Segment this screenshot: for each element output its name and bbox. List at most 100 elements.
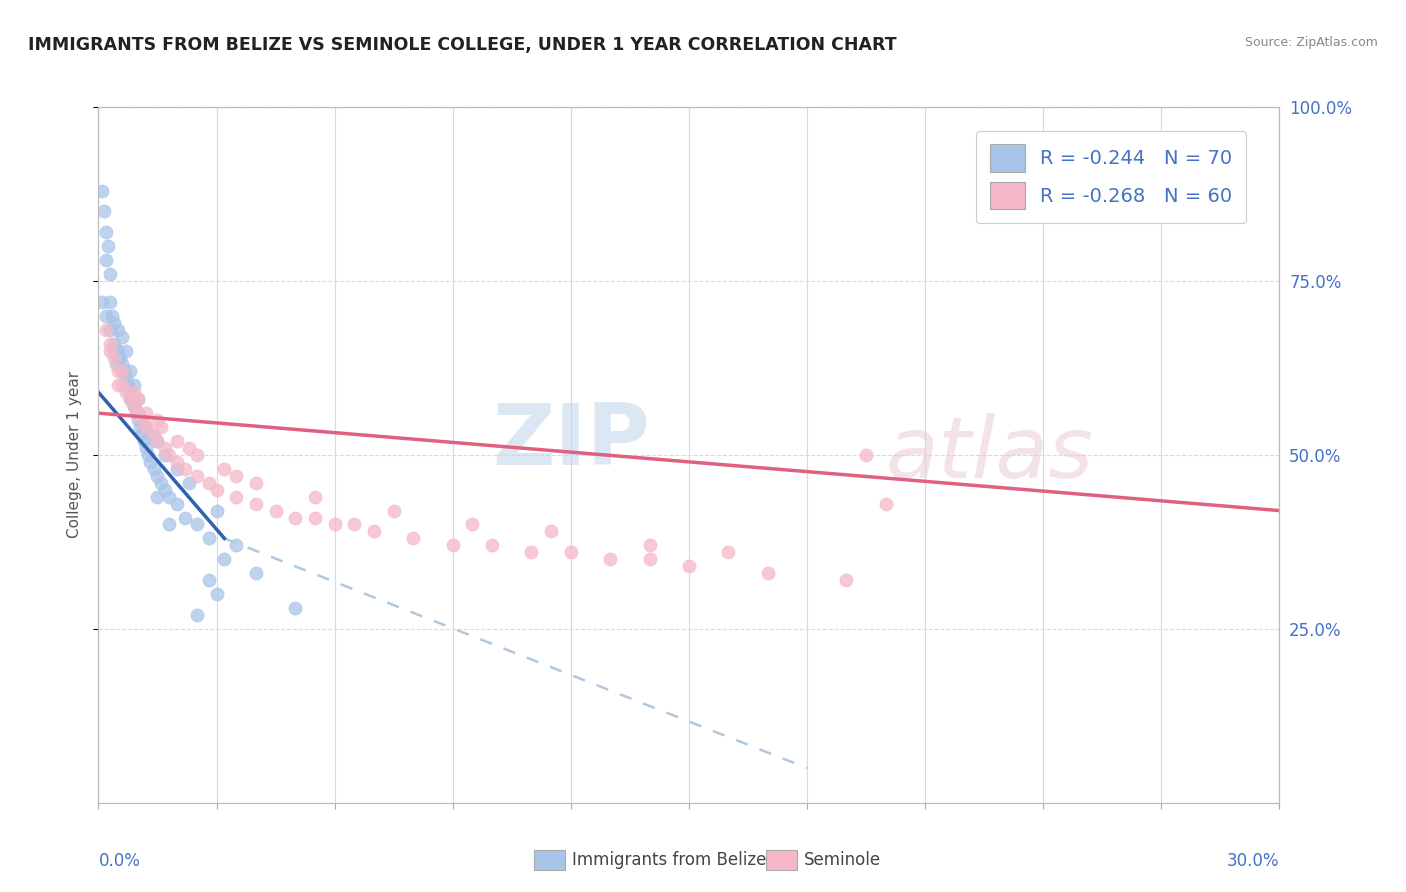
Point [155, 483, 177, 497]
Text: IMMIGRANTS FROM BELIZE VS SEMINOLE COLLEGE, UNDER 1 YEAR CORRELATION CHART: IMMIGRANTS FROM BELIZE VS SEMINOLE COLLE… [28, 36, 897, 54]
Point [127, 406, 149, 420]
Point [132, 434, 155, 448]
Point [103, 351, 125, 365]
Point [174, 462, 197, 476]
Point [118, 392, 141, 407]
Point [304, 510, 326, 524]
Point [214, 462, 236, 476]
Point [264, 503, 287, 517]
Point [98, 267, 121, 281]
Point [155, 448, 177, 462]
Point [136, 448, 159, 462]
Text: 0.0%: 0.0% [98, 852, 141, 870]
Point [157, 517, 180, 532]
Point [197, 532, 219, 546]
Point [111, 364, 134, 378]
Point [107, 343, 129, 358]
Point [177, 475, 200, 490]
Point [131, 413, 153, 427]
Point [166, 462, 188, 476]
Point [214, 552, 236, 566]
Point [540, 524, 562, 539]
Text: Seminole: Seminole [804, 851, 882, 869]
Point [107, 351, 129, 365]
Point [461, 517, 484, 532]
Point [128, 420, 150, 434]
Point [138, 427, 160, 442]
Point [91, 184, 114, 198]
Point [111, 358, 134, 372]
Point [835, 573, 858, 587]
Point [717, 545, 740, 559]
Point [150, 420, 173, 434]
Point [157, 448, 180, 462]
Point [197, 475, 219, 490]
Point [125, 406, 148, 420]
Point [111, 329, 134, 343]
Point [155, 441, 177, 455]
Point [146, 434, 169, 448]
Point [127, 406, 149, 420]
Point [98, 323, 121, 337]
Point [166, 497, 188, 511]
Point [225, 490, 247, 504]
Y-axis label: College, Under 1 year: College, Under 1 year [67, 371, 83, 539]
Point [131, 427, 153, 442]
Point [157, 490, 180, 504]
Legend: R = -0.244   N = 70, R = -0.268   N = 60: R = -0.244 N = 70, R = -0.268 N = 60 [976, 130, 1246, 223]
Point [146, 468, 169, 483]
Text: Source: ZipAtlas.com: Source: ZipAtlas.com [1244, 36, 1378, 49]
Point [186, 468, 208, 483]
Point [111, 364, 134, 378]
Point [678, 559, 700, 574]
Point [142, 427, 165, 442]
Point [122, 399, 145, 413]
Point [205, 483, 228, 497]
Point [481, 538, 503, 552]
Point [96, 253, 118, 268]
Point [284, 510, 307, 524]
Point [103, 336, 125, 351]
Point [98, 343, 121, 358]
Point [146, 413, 169, 427]
Point [304, 490, 326, 504]
Point [105, 358, 128, 372]
Point [135, 441, 157, 455]
Point [142, 462, 165, 476]
Point [131, 413, 153, 427]
Point [96, 323, 118, 337]
Text: ZIP: ZIP [492, 400, 650, 483]
Point [284, 601, 307, 615]
Point [186, 448, 208, 462]
Point [115, 385, 138, 400]
Point [118, 364, 141, 378]
Point [107, 378, 129, 392]
Point [135, 420, 157, 434]
Point [127, 392, 149, 407]
Point [520, 545, 543, 559]
Point [638, 538, 661, 552]
Point [560, 545, 582, 559]
Point [91, 294, 114, 309]
Point [197, 573, 219, 587]
Point [98, 336, 121, 351]
Point [245, 497, 267, 511]
Point [166, 434, 188, 448]
Point [245, 475, 267, 490]
Point [93, 204, 115, 219]
Point [146, 490, 169, 504]
Point [402, 532, 425, 546]
Point [138, 455, 160, 469]
Text: atlas: atlas [886, 413, 1094, 497]
Point [118, 392, 141, 407]
Point [111, 378, 134, 392]
Point [186, 607, 208, 622]
Point [855, 448, 877, 462]
Point [135, 420, 157, 434]
Point [127, 413, 149, 427]
Point [245, 566, 267, 581]
Point [186, 517, 208, 532]
Point [127, 392, 149, 407]
Point [101, 309, 124, 323]
Point [146, 434, 169, 448]
